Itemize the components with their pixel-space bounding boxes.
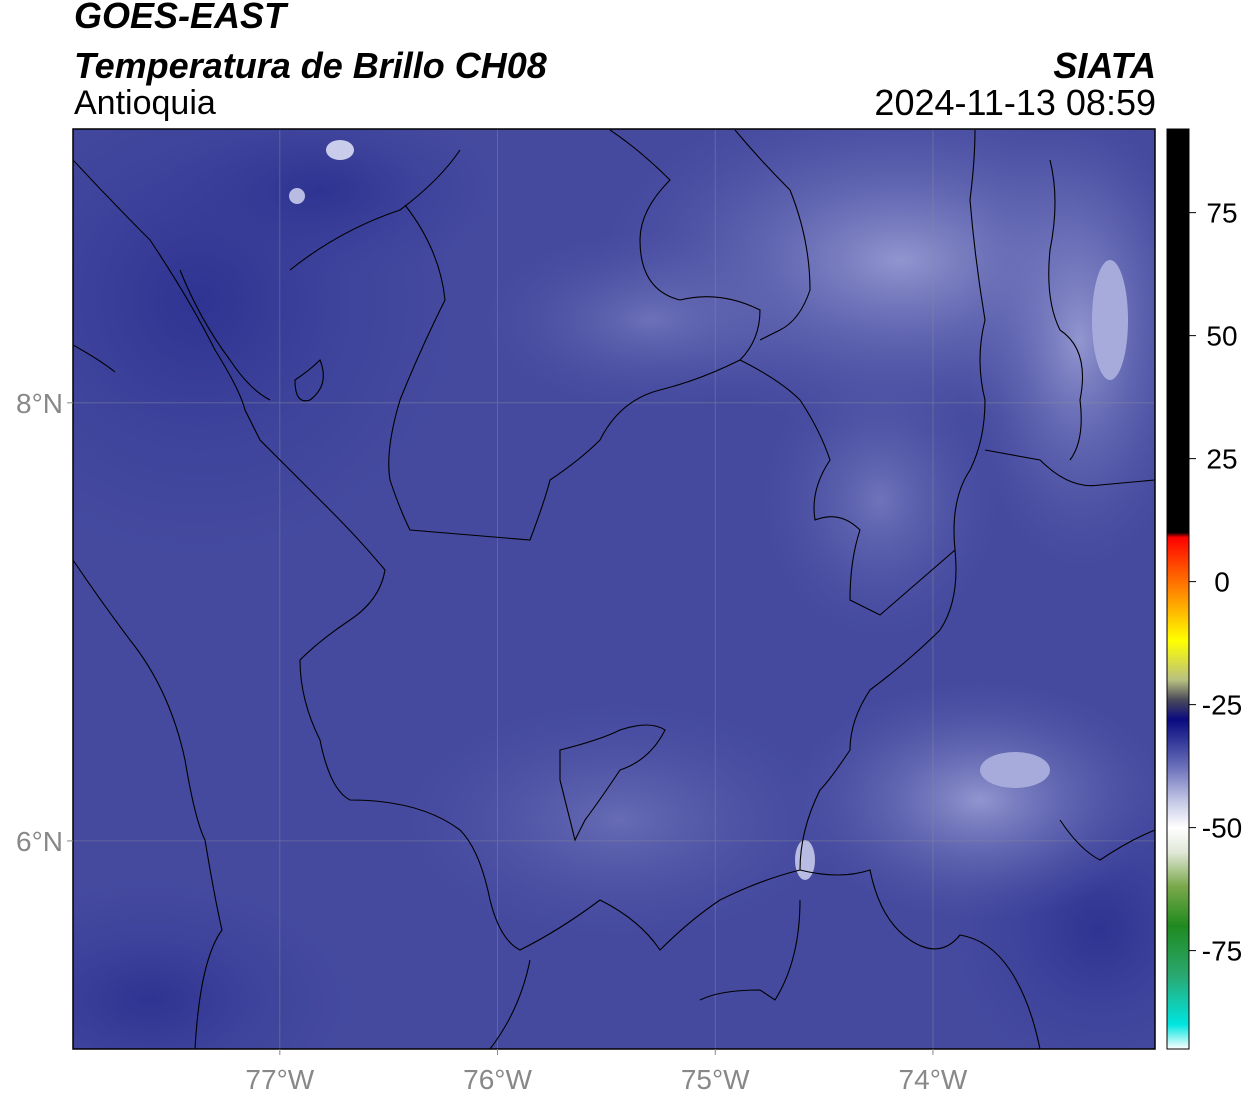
colorbar-tick-label: 25 [1206, 444, 1237, 475]
datetime-label: 2024-11-13 08:59 [874, 82, 1156, 123]
region-subtitle: Antioquia [74, 84, 216, 122]
gridlines [73, 129, 1155, 1049]
product-title: Temperatura de Brillo CH08 [74, 45, 547, 86]
colorbar-tick-label: -75 [1202, 936, 1242, 967]
lon-tick-label: 74°W [899, 1064, 968, 1095]
satellite-title: GOES-EAST [74, 0, 287, 36]
longitude-axis: 77°W 76°W 75°W 74°W [245, 1049, 968, 1095]
latitude-axis: 8°N 6°N [16, 388, 73, 857]
lat-tick-label: 8°N [16, 388, 63, 419]
lon-tick-label: 75°W [681, 1064, 750, 1095]
colorbar-tick-label: -25 [1202, 690, 1242, 721]
lon-tick-label: 77°W [245, 1064, 314, 1095]
brightness-temperature-field [73, 129, 1155, 1049]
colorbar-tick-label: -50 [1202, 813, 1242, 844]
map-frame [72, 128, 1156, 1050]
lat-tick-label: 6°N [16, 826, 63, 857]
organization-label: SIATA [1053, 45, 1156, 86]
colorbar: 75 50 25 0 -25 -50 -75 [1166, 128, 1242, 1050]
boundary-lines [73, 129, 1155, 1049]
lon-tick-label: 76°W [463, 1064, 532, 1095]
colorbar-tick-label: 50 [1206, 321, 1237, 352]
colorbar-tick-label: 75 [1206, 198, 1237, 229]
colorbar-tick-label: 0 [1214, 567, 1230, 598]
